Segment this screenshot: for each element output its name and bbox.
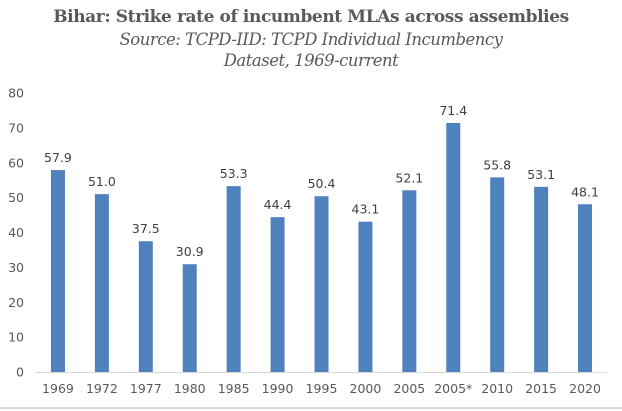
x-axis: 1969 1972 1977 1980 1985 1990 1995 2000 2005 2005… [42,381,601,396]
x-tick-label: 1990 [262,381,294,396]
x-tick-label: 2020 [569,381,601,396]
y-tick-label: 80 [8,86,24,101]
bar [314,196,329,372]
data-label: 53.1 [527,167,555,182]
data-label: 37.5 [132,221,160,236]
data-label: 52.1 [395,170,423,185]
bar [578,204,593,372]
bar [182,264,197,372]
bar [490,177,505,372]
bar [270,217,285,372]
chart-border [0,407,622,409]
y-tick-label: 10 [8,330,24,345]
bar [534,186,549,372]
data-label: 44.4 [264,197,292,212]
data-label: 55.8 [483,157,511,172]
data-label: 48.1 [571,184,599,199]
data-label: 53.3 [220,166,248,181]
x-tick-label: 1972 [86,381,118,396]
data-label: 71.4 [439,103,467,118]
chart-title: Bihar: Strike rate of incumbent MLAs acr… [53,7,569,27]
bar [226,186,241,372]
x-tick-label: 2005* [434,381,472,396]
y-tick-label: 70 [8,120,24,135]
y-tick-label: 20 [8,295,24,310]
data-label: 30.9 [176,244,204,259]
bar [446,122,461,373]
x-tick-label: 1985 [218,381,250,396]
y-tick-label: 50 [8,190,24,205]
data-labels: 57.9 51.0 37.5 30.9 53.3 44.4 50.4 43.1 52.1 71.4… [44,103,599,259]
y-tick-label: 0 [16,365,24,380]
bar [402,190,417,372]
x-tick-label: 2010 [481,381,513,396]
y-axis: 0 10 20 30 40 50 60 70 80 [8,86,24,380]
bar [50,170,65,372]
x-tick-label: 1995 [306,381,338,396]
data-label: 43.1 [352,202,380,217]
data-label: 51.0 [88,174,116,189]
x-tick-label: 1969 [42,381,74,396]
y-tick-label: 30 [8,260,24,275]
bar [138,241,153,372]
x-tick-label: 2000 [350,381,382,396]
chart-subtitle: Source: TCPD-IID: TCPD Individual Incumb… [119,30,503,70]
bar [94,194,109,372]
y-tick-label: 40 [8,225,24,240]
data-label: 57.9 [44,150,72,165]
bar [358,221,373,372]
x-tick-label: 1980 [174,381,206,396]
bar-series [50,122,593,373]
data-label: 50.4 [308,176,336,191]
x-tick-label: 2015 [525,381,557,396]
y-tick-label: 60 [8,155,24,170]
x-tick-label: 2005 [393,381,425,396]
x-tick-label: 1977 [130,381,162,396]
